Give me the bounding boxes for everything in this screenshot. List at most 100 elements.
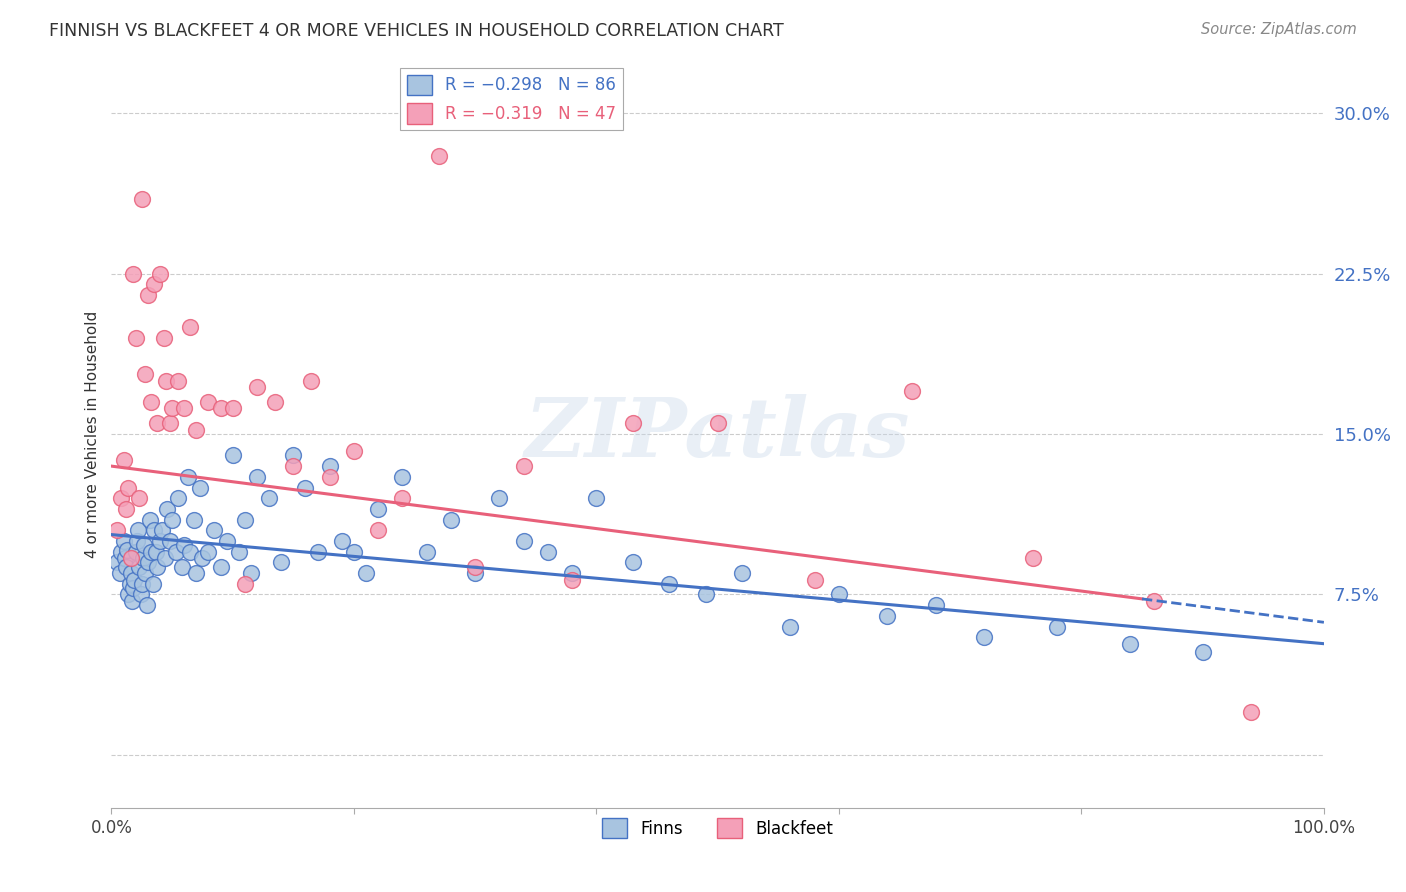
Point	[512, 534, 534, 549]
Point	[131, 576, 153, 591]
Point	[239, 566, 262, 580]
Point	[561, 566, 583, 580]
Point	[221, 401, 243, 416]
Point	[125, 534, 148, 549]
Point	[135, 598, 157, 612]
Point	[155, 374, 177, 388]
Point	[122, 267, 145, 281]
Point	[117, 587, 139, 601]
Point	[141, 395, 163, 409]
Point	[153, 551, 176, 566]
Point	[537, 544, 560, 558]
Point	[186, 423, 208, 437]
Point	[391, 491, 413, 506]
Text: FINNISH VS BLACKFEET 4 OR MORE VEHICLES IN HOUSEHOLD CORRELATION CHART: FINNISH VS BLACKFEET 4 OR MORE VEHICLES …	[49, 22, 785, 40]
Point	[107, 524, 129, 538]
Point	[156, 502, 179, 516]
Point	[108, 566, 131, 580]
Point	[1046, 619, 1069, 633]
Point	[209, 559, 232, 574]
Point	[146, 559, 169, 574]
Point	[165, 544, 187, 558]
Point	[354, 566, 377, 580]
Point	[343, 444, 366, 458]
Point	[132, 551, 155, 566]
Point	[731, 566, 754, 580]
Point	[167, 374, 190, 388]
Point	[427, 149, 450, 163]
Point	[124, 544, 146, 558]
Point	[112, 534, 135, 549]
Point	[160, 401, 183, 416]
Point	[188, 481, 211, 495]
Point	[204, 524, 226, 538]
Point	[925, 598, 948, 612]
Point	[1240, 705, 1263, 719]
Point	[134, 367, 156, 381]
Point	[127, 524, 149, 538]
Point	[149, 267, 172, 281]
Point	[186, 566, 208, 580]
Point	[221, 449, 243, 463]
Point	[301, 374, 323, 388]
Point	[115, 502, 138, 516]
Point	[150, 524, 173, 538]
Point	[179, 320, 201, 334]
Point	[318, 470, 340, 484]
Point	[159, 417, 181, 431]
Point	[367, 524, 389, 538]
Point	[124, 331, 146, 345]
Point	[973, 630, 995, 644]
Point	[464, 559, 486, 574]
Point	[115, 542, 138, 557]
Point	[136, 555, 159, 569]
Point	[128, 491, 150, 506]
Point	[779, 619, 801, 633]
Point	[197, 395, 219, 409]
Point	[307, 544, 329, 558]
Point	[1143, 594, 1166, 608]
Point	[107, 555, 129, 569]
Point	[695, 587, 717, 601]
Text: Source: ZipAtlas.com: Source: ZipAtlas.com	[1201, 22, 1357, 37]
Point	[246, 380, 269, 394]
Point	[283, 449, 305, 463]
Point	[134, 538, 156, 552]
Point	[110, 491, 132, 506]
Point	[415, 544, 437, 558]
Point	[173, 538, 195, 552]
Point	[183, 513, 205, 527]
Point	[129, 587, 152, 601]
Point	[658, 576, 681, 591]
Point	[145, 544, 167, 558]
Point	[264, 395, 287, 409]
Point	[115, 559, 138, 574]
Point	[257, 491, 280, 506]
Point	[142, 524, 165, 538]
Legend: Finns, Blackfeet: Finns, Blackfeet	[596, 812, 839, 845]
Point	[110, 544, 132, 558]
Point	[160, 513, 183, 527]
Point	[318, 459, 340, 474]
Point	[142, 576, 165, 591]
Point	[120, 566, 142, 580]
Point	[1119, 637, 1142, 651]
Point	[159, 534, 181, 549]
Point	[117, 481, 139, 495]
Point	[124, 573, 146, 587]
Point	[149, 534, 172, 549]
Point	[146, 417, 169, 431]
Point	[270, 555, 292, 569]
Point	[621, 555, 644, 569]
Point	[120, 551, 142, 566]
Point	[343, 544, 366, 558]
Point	[876, 608, 898, 623]
Point	[585, 491, 607, 506]
Point	[803, 573, 825, 587]
Point	[283, 459, 305, 474]
Point	[464, 566, 486, 580]
Point	[121, 594, 143, 608]
Point	[233, 513, 256, 527]
Point	[128, 559, 150, 574]
Point	[118, 576, 141, 591]
